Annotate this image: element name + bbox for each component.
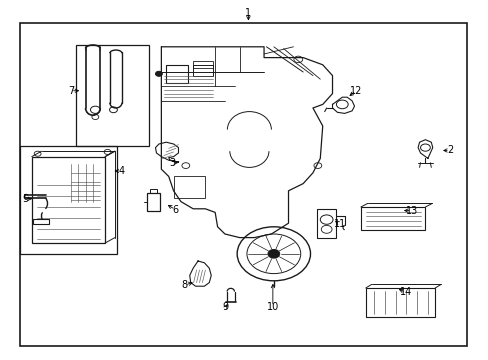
- Text: 2: 2: [446, 145, 452, 156]
- Text: 13: 13: [405, 206, 417, 216]
- Bar: [20, 146, 117, 254]
- Text: 7: 7: [68, 86, 74, 96]
- Text: 14: 14: [399, 287, 411, 297]
- Bar: [360, 207, 425, 230]
- Bar: [20, 23, 466, 346]
- Bar: [33, 219, 49, 224]
- Bar: [150, 189, 157, 193]
- Bar: [166, 65, 188, 83]
- Text: 12: 12: [349, 86, 362, 96]
- Text: 4: 4: [118, 166, 124, 176]
- Bar: [76, 45, 149, 146]
- Bar: [193, 65, 212, 76]
- Text: 11: 11: [333, 219, 346, 229]
- Circle shape: [155, 71, 162, 76]
- Text: 6: 6: [172, 204, 178, 215]
- Bar: [193, 61, 212, 68]
- Text: 5: 5: [22, 194, 28, 204]
- Text: 9: 9: [223, 302, 228, 312]
- Text: 10: 10: [266, 302, 279, 312]
- Text: 1: 1: [245, 8, 251, 18]
- Bar: [316, 209, 336, 238]
- Text: 3: 3: [169, 158, 175, 168]
- Bar: [146, 193, 160, 211]
- Bar: [365, 288, 434, 317]
- Bar: [173, 176, 205, 198]
- Text: 8: 8: [182, 280, 187, 290]
- Circle shape: [267, 249, 279, 258]
- Bar: [32, 157, 105, 243]
